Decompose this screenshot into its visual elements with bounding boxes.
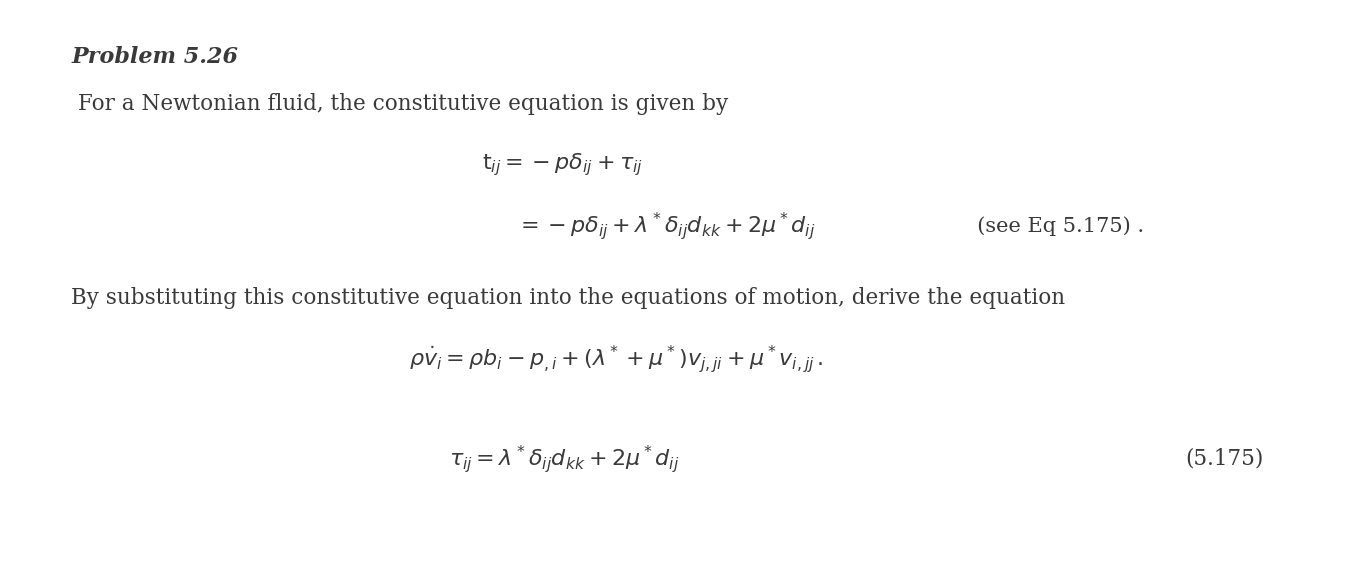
Text: By substituting this constitutive equation into the equations of motion, derive : By substituting this constitutive equati… [72, 287, 1065, 309]
Text: $\mathsf{t}_{ij} = -p\delta_{ij} + \tau_{ij}$: $\mathsf{t}_{ij} = -p\delta_{ij} + \tau_… [482, 152, 644, 178]
Text: (5.175): (5.175) [1185, 448, 1264, 470]
Text: For a Newtonian fluid, the constitutive equation is given by: For a Newtonian fluid, the constitutive … [78, 93, 728, 115]
Text: Problem 5.26: Problem 5.26 [72, 46, 238, 68]
Text: $\rho\dot{v}_i = \rho b_i - p_{,i} + (\lambda^* + \mu^*)v_{j,ji} + \mu^* v_{i,jj: $\rho\dot{v}_i = \rho b_i - p_{,i} + (\l… [409, 343, 823, 375]
Text: $= -p\delta_{ij} + \lambda^*\delta_{ij}d_{kk} + 2\mu^* d_{ij}$: $= -p\delta_{ij} + \lambda^*\delta_{ij}d… [515, 210, 816, 242]
Text: (see Eq 5.175) .: (see Eq 5.175) . [965, 216, 1145, 236]
Text: $\tau_{ij} = \lambda^*\delta_{ij}d_{kk} + 2\mu^* d_{ij}$: $\tau_{ij} = \lambda^*\delta_{ij}d_{kk} … [449, 442, 679, 474]
